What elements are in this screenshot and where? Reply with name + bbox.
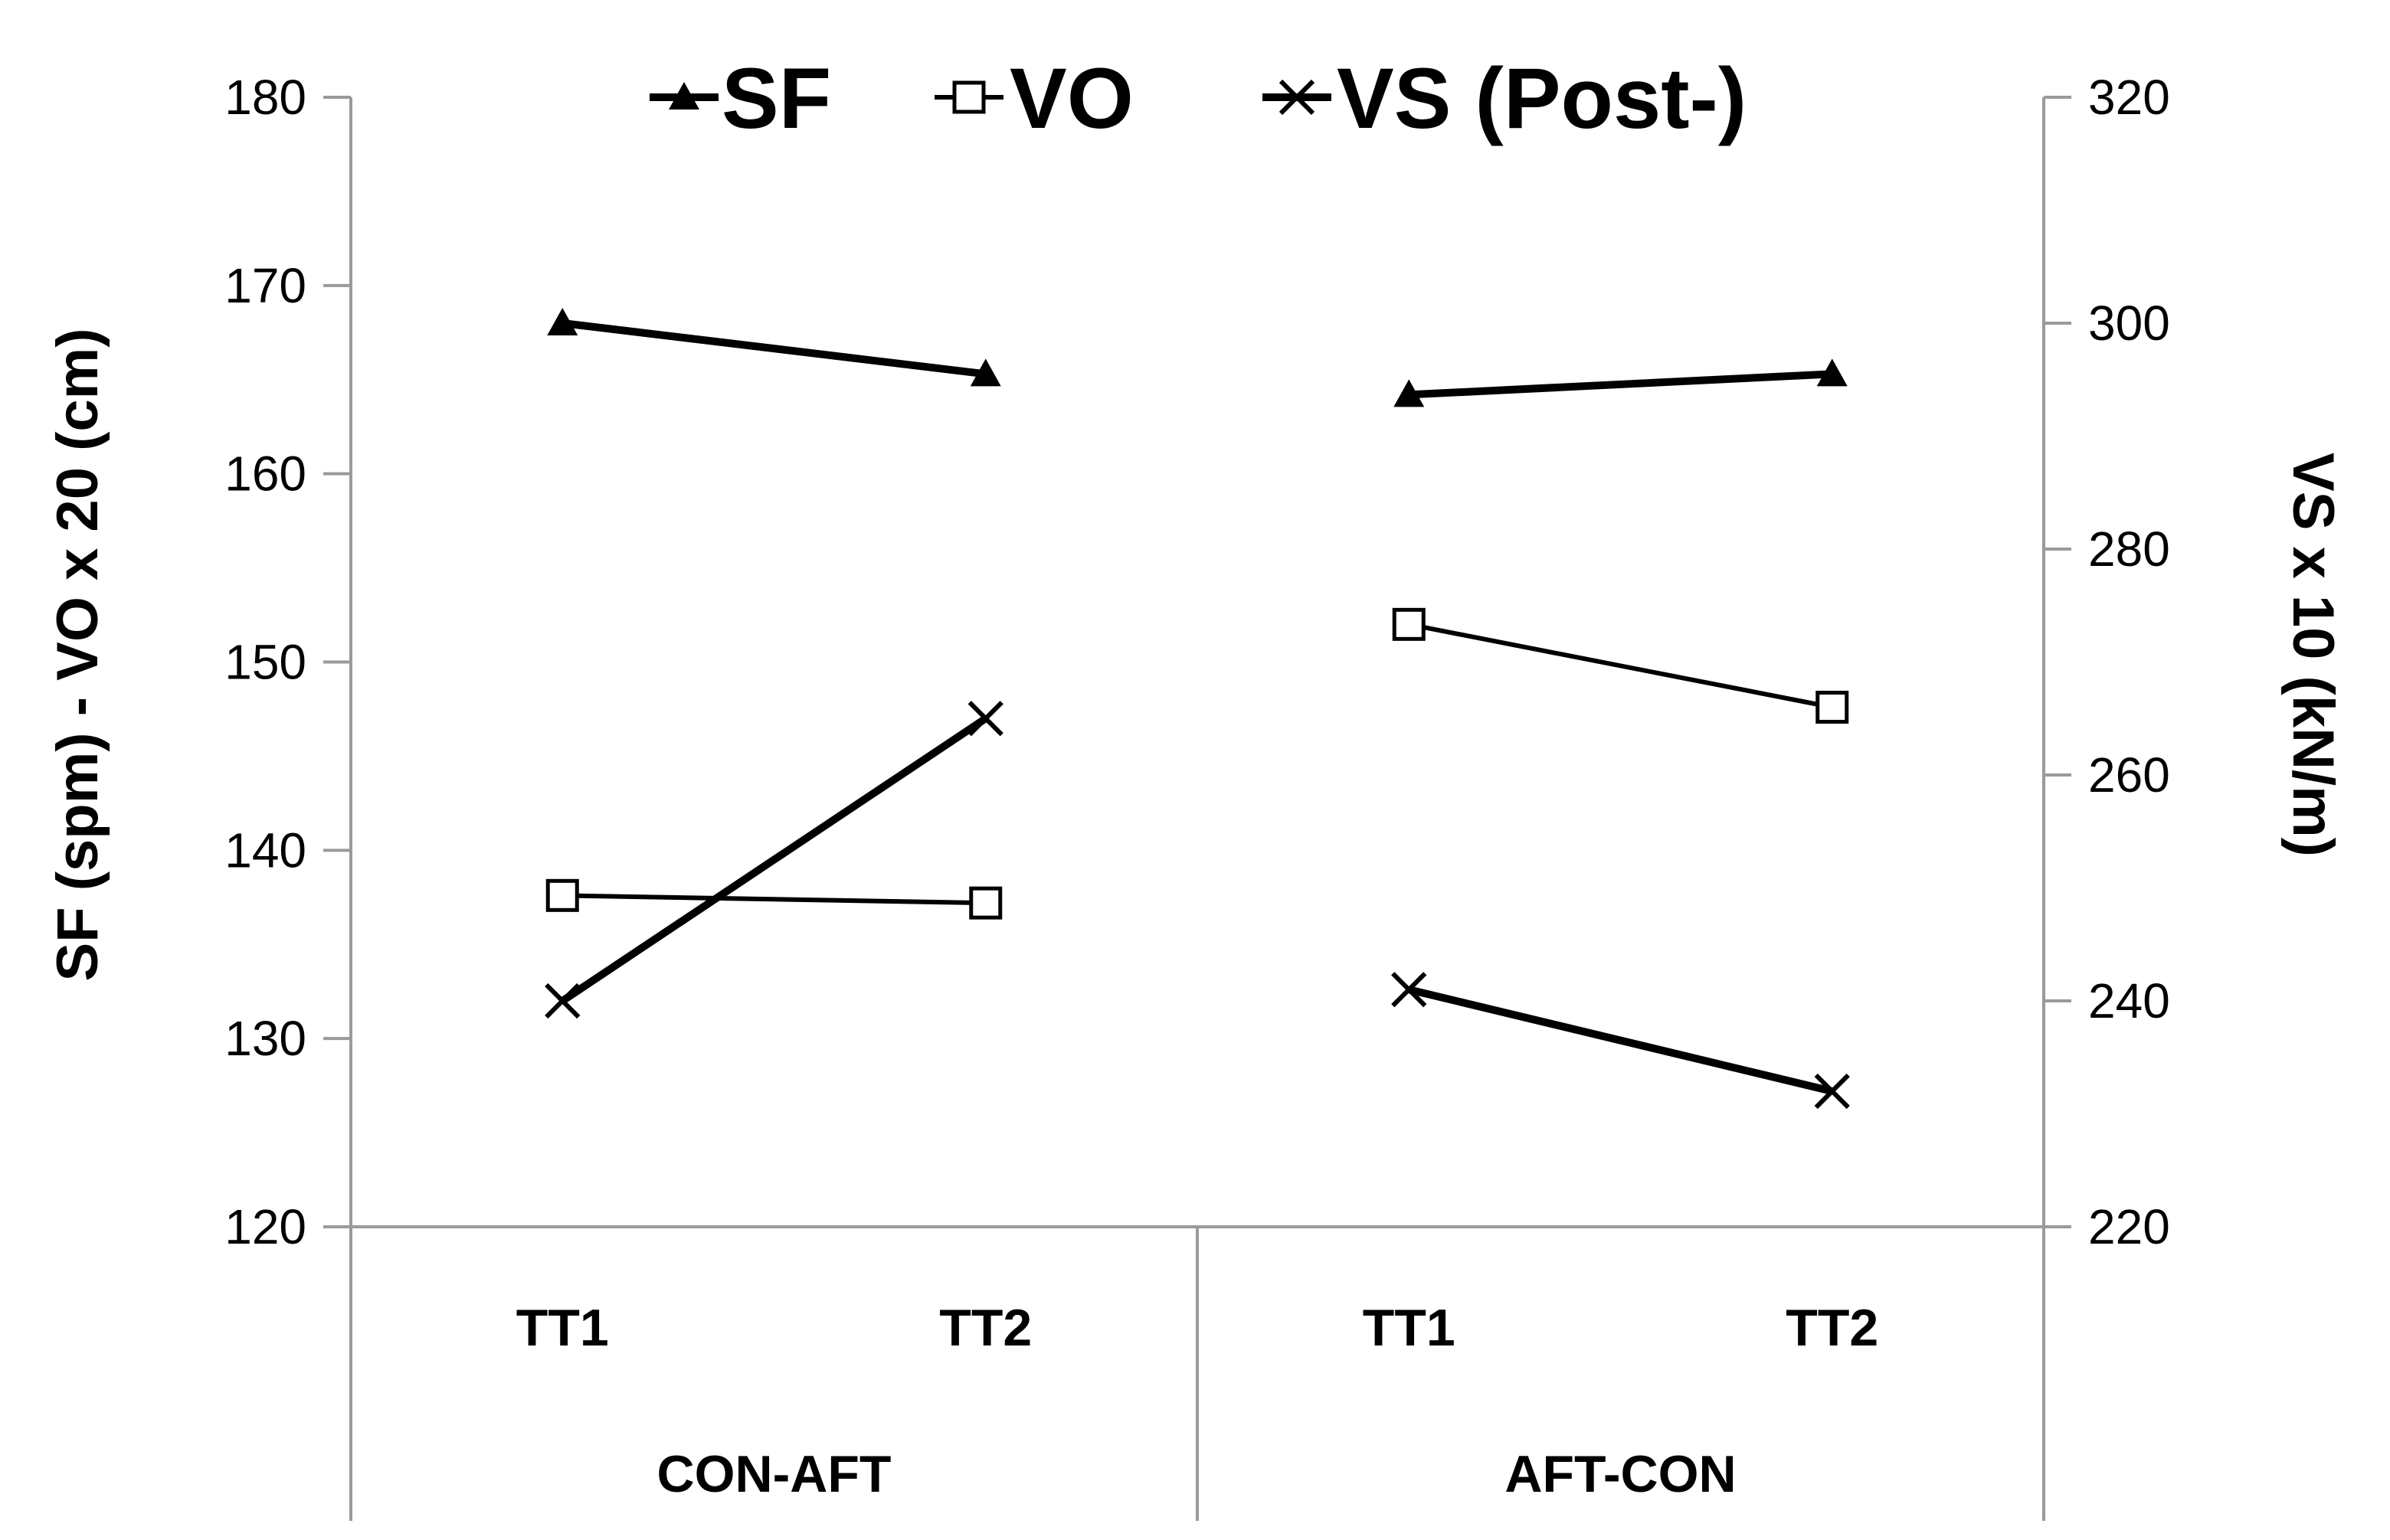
right-tick-label: 320 — [2088, 70, 2170, 125]
x-axis-labels: TT1 TT2 CON-AFT TT1 TT2 AFT-CON — [516, 1299, 1878, 1503]
series-layer — [545, 308, 1850, 1110]
sf-series-line — [1409, 370, 1832, 399]
vs-series-line — [1408, 986, 1833, 1095]
left-tick-label: 130 — [224, 1011, 306, 1066]
right-axis-ticks: 220 240 260 280 300 320 — [2044, 70, 2170, 1254]
vo-point-marker — [1392, 607, 1426, 641]
vo-legend-label: VO — [1010, 51, 1134, 146]
vs-legend-label: VS (Post-) — [1337, 51, 1747, 146]
vo-point-marker — [969, 886, 1003, 920]
right-tick-label: 300 — [2088, 296, 2170, 351]
left-tick-label: 150 — [224, 635, 306, 690]
left-tick-label: 140 — [224, 822, 306, 878]
sf-point-marker — [1816, 358, 1848, 387]
right-tick-label: 220 — [2088, 1199, 2170, 1254]
vs-point-marker — [967, 701, 1003, 737]
category-label: TT2 — [939, 1299, 1032, 1357]
vs-point-marker — [1278, 79, 1315, 116]
vs-point-marker — [545, 983, 581, 1019]
right-tick-label: 280 — [2088, 522, 2170, 577]
category-label: TT2 — [1786, 1299, 1878, 1357]
right-axis-title: VS x 10 (kN/m) — [2280, 453, 2346, 857]
left-tick-label: 120 — [224, 1199, 306, 1254]
group-label: AFT-CON — [1504, 1445, 1736, 1503]
left-tick-label: 170 — [224, 258, 306, 313]
vs-series-line — [560, 715, 988, 1005]
left-axis-title: SF (spm) - VO x 20 (cm) — [45, 328, 110, 981]
left-tick-label: 160 — [224, 446, 306, 502]
vo-series-line — [562, 893, 986, 906]
vs-point-marker — [1391, 972, 1427, 1008]
sf-point-marker — [547, 308, 578, 335]
legend: SF VO VS (Post-) — [650, 51, 1747, 146]
right-tick-label: 240 — [2088, 973, 2170, 1028]
right-tick-label: 260 — [2088, 747, 2170, 803]
sf-point-marker — [1393, 379, 1425, 407]
group-label: CON-AFT — [657, 1445, 892, 1503]
vo-series-line — [1408, 622, 1833, 710]
sf-point-marker — [669, 82, 699, 110]
vo-point-marker — [952, 80, 986, 114]
sf-series-line — [561, 319, 987, 378]
category-label: TT1 — [516, 1299, 609, 1357]
vs-point-marker — [1814, 1073, 1850, 1110]
vo-point-marker — [1815, 691, 1849, 724]
sf-point-marker — [970, 358, 1001, 387]
left-tick-label: 180 — [224, 70, 306, 125]
left-axis-ticks: 120 130 140 150 160 170 180 — [224, 70, 351, 1254]
sf-legend-label: SF — [722, 51, 831, 146]
vo-point-marker — [545, 878, 579, 912]
category-label: TT1 — [1363, 1299, 1455, 1357]
